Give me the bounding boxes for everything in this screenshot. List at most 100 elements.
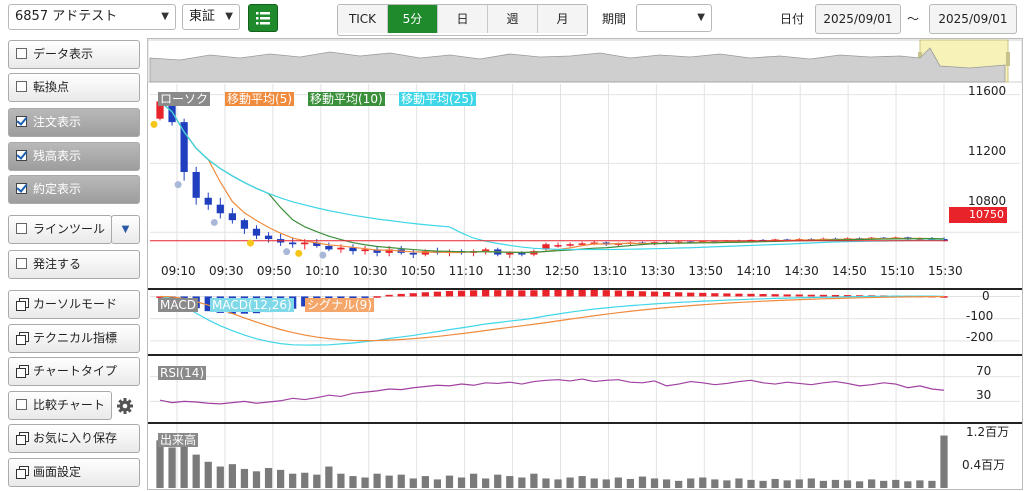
tab-tick[interactable]: TICK xyxy=(338,5,388,33)
volume-bar xyxy=(723,480,731,488)
navigator[interactable] xyxy=(147,39,1023,83)
legend-volume[interactable]: 出来高 xyxy=(158,433,199,447)
checkbox-icon[interactable] xyxy=(16,399,27,410)
candle-body xyxy=(349,247,357,252)
x-tick-label: 12:50 xyxy=(544,264,580,278)
checkbox-icon[interactable] xyxy=(16,258,27,269)
period-select[interactable]: ▼ xyxy=(636,4,712,32)
window-icon xyxy=(16,365,29,378)
toggle-line-tool[interactable]: ラインツール xyxy=(8,215,112,244)
toggle-order-display[interactable]: 注文表示 xyxy=(8,108,140,137)
macd-histogram-bar xyxy=(711,293,719,297)
volume-bar xyxy=(699,477,707,488)
x-tick-label: 14:10 xyxy=(736,264,771,278)
checkbox-checked-icon[interactable] xyxy=(16,183,27,194)
date-from-field[interactable]: 2025/09/01 xyxy=(815,4,901,34)
chart-grid xyxy=(150,84,1020,488)
tab-day[interactable]: 日 xyxy=(438,5,488,33)
candle-body xyxy=(180,122,188,172)
macd-histogram-bar xyxy=(650,291,659,297)
ma10-line xyxy=(159,101,945,254)
period-label: 期間 xyxy=(602,12,627,26)
macd-histogram-bar xyxy=(156,296,164,298)
checkbox-icon[interactable] xyxy=(16,223,27,234)
toggle-balance-display[interactable]: 残高表示 xyxy=(8,142,140,171)
x-tick-label: 13:10 xyxy=(592,264,628,278)
toggle-turning-points[interactable]: 転換点 xyxy=(8,73,140,102)
volume-bar xyxy=(662,479,671,488)
checkbox-checked-icon[interactable] xyxy=(16,116,27,127)
volume-bar xyxy=(445,475,454,488)
tab-week[interactable]: 週 xyxy=(488,5,538,33)
legend-candles[interactable]: ローソク xyxy=(158,92,211,106)
volume-bar xyxy=(494,474,502,488)
toggle-place-order[interactable]: 発注する xyxy=(8,250,140,279)
checkbox-icon[interactable] xyxy=(16,81,27,92)
macd-histogram-bar xyxy=(843,295,852,297)
chart-type-button[interactable]: チャートタイプ xyxy=(8,357,140,386)
macd-signal-line xyxy=(159,295,945,342)
macd-histogram-bar xyxy=(675,292,683,297)
checkbox-checked-icon[interactable] xyxy=(16,150,27,161)
gear-icon[interactable] xyxy=(115,396,135,416)
sidebar-item-label: ラインツール xyxy=(33,222,106,236)
save-favorite-button[interactable]: お気に入り保存 xyxy=(8,424,140,453)
candle-body xyxy=(421,251,429,255)
volume-bar xyxy=(783,480,791,488)
legend-ma25[interactable]: 移動平均(25) xyxy=(399,92,476,106)
macd-histogram-bar xyxy=(699,292,707,297)
x-tick-label: 11:10 xyxy=(448,264,484,278)
legend-ma5[interactable]: 移動平均(5) xyxy=(225,92,294,106)
macd-histogram-bar xyxy=(723,293,731,297)
volume-bar xyxy=(843,480,852,488)
toggle-execution-display[interactable]: 約定表示 xyxy=(8,175,140,204)
sidebar-item-label: 比較チャート xyxy=(33,398,105,412)
date-to-field[interactable]: 2025/09/01 xyxy=(929,4,1017,34)
chart-area[interactable] xyxy=(147,38,1023,490)
sidebar-item-label: 残高表示 xyxy=(33,149,82,163)
y-tick-label: 1.2百万 xyxy=(966,425,1010,439)
tab-5min[interactable]: 5分 xyxy=(388,5,438,33)
volume-bar xyxy=(469,473,478,488)
volume-bar xyxy=(880,480,888,488)
y-tick-label: 70 xyxy=(976,364,992,378)
volume-bar xyxy=(349,476,357,488)
screen-settings-button[interactable]: 画面設定 xyxy=(8,458,140,487)
checkbox-icon[interactable] xyxy=(16,48,27,59)
volume-bar xyxy=(482,478,490,488)
line-tool-dropdown-button[interactable]: ▼ xyxy=(111,215,140,244)
macd-histogram-bar xyxy=(361,296,369,298)
volume-bar xyxy=(397,474,405,488)
volume-bar xyxy=(831,479,840,488)
candle-body xyxy=(482,249,490,252)
x-tick-label: 09:30 xyxy=(208,264,244,278)
macd-histogram-bar xyxy=(626,290,635,297)
candle-body xyxy=(542,244,550,250)
legend-macd[interactable]: MACD xyxy=(158,298,198,312)
market-select[interactable]: 東証 ▼ xyxy=(182,4,240,30)
technical-indicators-button[interactable]: テクニカル指標 xyxy=(8,324,140,353)
symbol-select[interactable]: 6857 アドテスト ▼ xyxy=(8,4,176,30)
volume-bar xyxy=(626,478,635,488)
macd-histogram-bar xyxy=(469,290,478,297)
list-view-button[interactable] xyxy=(248,4,278,32)
cursor-mode-button[interactable]: カーソルモード xyxy=(8,290,140,319)
volume-bar xyxy=(409,478,417,488)
legend-ma10[interactable]: 移動平均(10) xyxy=(308,92,385,106)
toggle-comparison-chart[interactable]: 比較チャート xyxy=(8,391,112,420)
candle-body xyxy=(301,242,309,245)
macd-histogram-bar xyxy=(433,291,442,297)
volume-plot xyxy=(156,435,948,488)
y-tick-label: 30 xyxy=(976,388,992,402)
macd-histogram-bar xyxy=(614,290,622,297)
legend-macd-signal[interactable]: シグナル(9) xyxy=(305,298,374,312)
toggle-data-display[interactable]: データ表示 xyxy=(8,40,140,69)
navigator-handle-right[interactable] xyxy=(1006,52,1010,66)
tab-month[interactable]: 月 xyxy=(538,5,587,33)
volume-bar xyxy=(916,480,924,488)
x-tick-label: 13:50 xyxy=(688,264,723,278)
macd-histogram-bar xyxy=(506,290,514,297)
legend-rsi[interactable]: RSI(14) xyxy=(158,366,207,380)
volume-bar xyxy=(940,435,948,488)
legend-macd-line[interactable]: MACD(12,26) xyxy=(210,298,294,312)
